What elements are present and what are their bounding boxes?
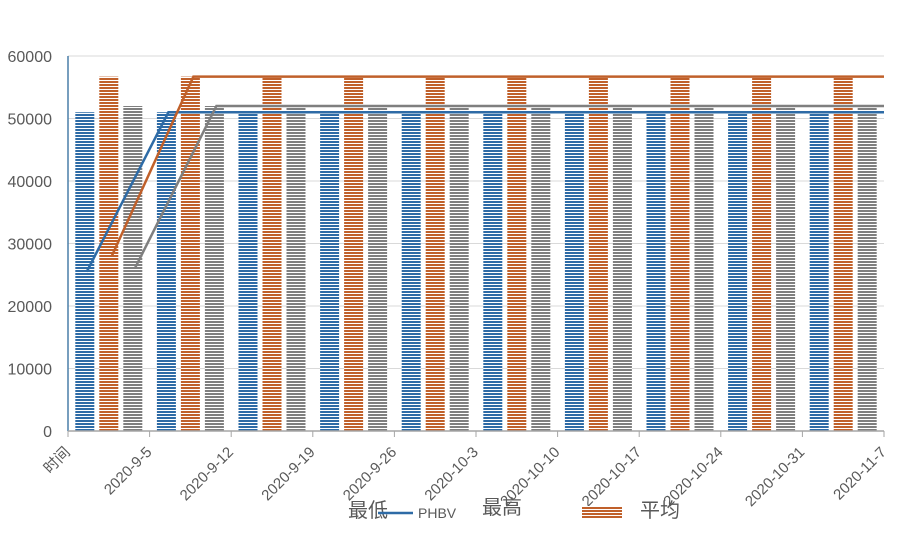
x-tick-label: 2020-9-5 bbox=[101, 444, 155, 498]
bar-0-7 bbox=[564, 112, 584, 431]
bar-2-9 bbox=[776, 106, 796, 431]
bar-1-8 bbox=[670, 76, 690, 431]
bar-0-8 bbox=[646, 112, 666, 431]
bar-2-5 bbox=[449, 106, 469, 431]
y-tick-label: 30000 bbox=[8, 237, 53, 254]
y-tick-label: 10000 bbox=[8, 362, 53, 379]
series-line-1 bbox=[110, 75, 884, 257]
bar-1-6 bbox=[507, 76, 527, 431]
legend-label: 平均 bbox=[640, 499, 680, 522]
series-line-0 bbox=[85, 111, 884, 273]
x-tick-label: 2020-10-17 bbox=[579, 444, 645, 510]
bar-1-7 bbox=[588, 76, 608, 431]
legend-label: 最低 bbox=[348, 499, 388, 522]
bar-1-4 bbox=[344, 76, 364, 431]
bar-0-6 bbox=[483, 112, 503, 431]
bar-1-2 bbox=[180, 76, 200, 431]
series-line-2 bbox=[133, 104, 884, 270]
bar-1-5 bbox=[425, 76, 445, 431]
bar-0-3 bbox=[238, 112, 258, 431]
bars bbox=[75, 76, 877, 431]
legend: 最低 PHBV 最高 平均 bbox=[348, 496, 680, 522]
bar-0-5 bbox=[401, 112, 421, 431]
legend-label: 最高 bbox=[482, 496, 522, 519]
bar-0-2 bbox=[156, 112, 176, 431]
x-tick-label: 2020-9-26 bbox=[340, 444, 400, 504]
gridlines bbox=[68, 55, 884, 369]
x-tick-label: 2020-9-19 bbox=[258, 444, 318, 504]
bar-2-8 bbox=[694, 106, 714, 431]
y-tick-label: 20000 bbox=[8, 299, 53, 316]
bar-1-3 bbox=[262, 76, 282, 431]
bar-1-9 bbox=[752, 76, 772, 431]
bar-2-4 bbox=[368, 106, 388, 431]
bar-2-10 bbox=[857, 106, 877, 431]
x-tick-label: 2020-10-3 bbox=[421, 444, 481, 504]
bar-0-10 bbox=[809, 112, 829, 431]
series-lines bbox=[85, 75, 884, 273]
bar-2-2 bbox=[204, 106, 224, 431]
y-tick-label: 50000 bbox=[8, 112, 53, 129]
x-tick-label: 2020-10-31 bbox=[742, 444, 808, 510]
bar-1-10 bbox=[833, 76, 853, 431]
y-tick-label: 40000 bbox=[8, 174, 53, 191]
legend-bar-swatch bbox=[582, 506, 622, 519]
x-tick-label: 2020-9-12 bbox=[177, 444, 237, 504]
bar-2-3 bbox=[286, 106, 306, 431]
bar-0-1 bbox=[75, 112, 95, 431]
bar-2-1 bbox=[123, 106, 143, 431]
y-tick-label: 0 bbox=[43, 424, 52, 441]
x-tick-label: 时间 bbox=[41, 444, 74, 477]
bar-1-1 bbox=[99, 76, 119, 431]
x-tick-label: 2020-11-7 bbox=[830, 444, 890, 504]
bar-0-4 bbox=[320, 112, 340, 431]
y-tick-label: 60000 bbox=[8, 49, 53, 66]
legend-label: PHBV bbox=[418, 505, 457, 521]
bar-2-6 bbox=[531, 106, 551, 431]
bar-0-9 bbox=[728, 112, 748, 431]
bar-2-7 bbox=[612, 106, 632, 431]
